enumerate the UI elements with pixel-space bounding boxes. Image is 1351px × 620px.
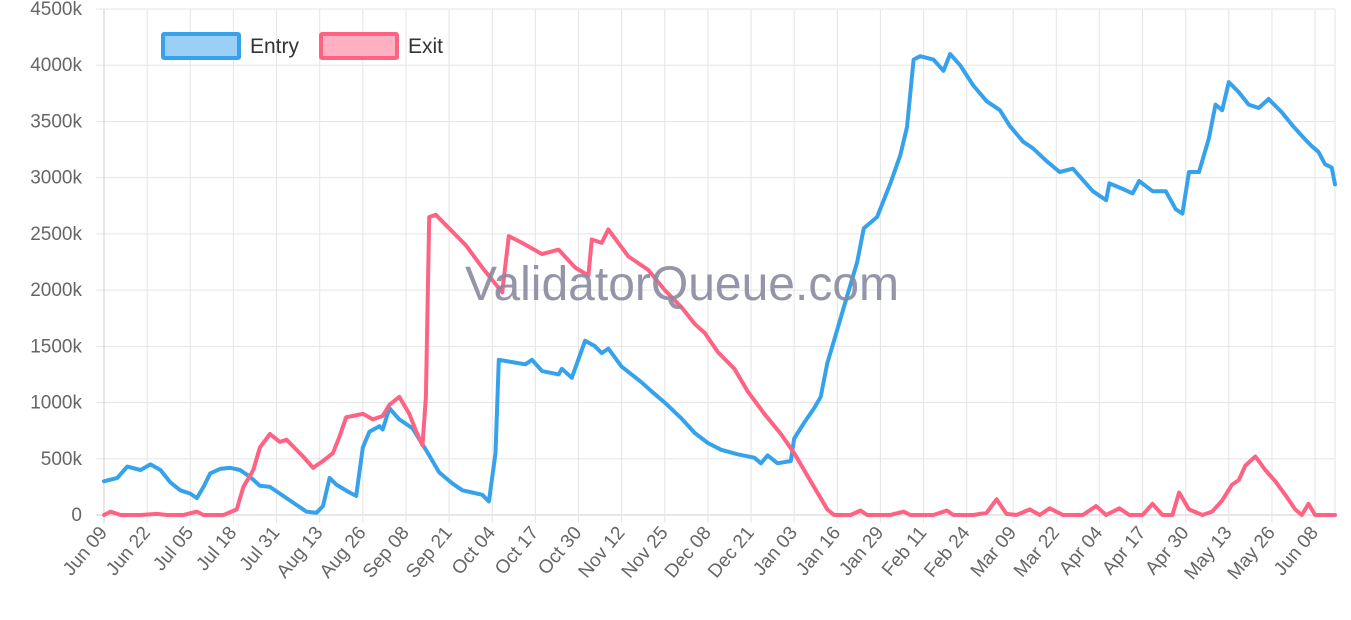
y-tick-label: 3000k: [30, 168, 82, 189]
x-tick-label: Sep 08: [359, 523, 414, 583]
legend-swatch-exit: [319, 32, 399, 60]
y-tick-label: 500k: [41, 449, 83, 470]
x-tick-label: May 26: [1224, 523, 1280, 584]
x-tick-label: Dec 08: [661, 523, 716, 583]
x-tick-label: Jun 09: [59, 523, 112, 580]
watermark-layer: ValidatorQueue.com: [465, 258, 899, 311]
x-tick-label: Dec 21: [704, 523, 759, 583]
y-tick-label: 2000k: [30, 280, 82, 301]
y-tick-label: 1000k: [30, 393, 82, 414]
x-tick-label: Jan 16: [792, 523, 845, 580]
x-tick-label: Nov 12: [575, 523, 630, 583]
x-tick-label: Apr 17: [1098, 523, 1150, 579]
legend: Entry Exit: [161, 32, 443, 60]
series-line-exit: [102, 212, 1337, 517]
x-tick-label: Oct 04: [448, 522, 500, 579]
y-tick-label: 0: [71, 505, 82, 526]
series-line-entry: [102, 52, 1337, 515]
x-tick-label: Jan 29: [836, 523, 889, 580]
x-tick-label: Jun 08: [1270, 523, 1323, 580]
legend-label-entry: Entry: [250, 35, 300, 58]
x-tick-label: Mar 22: [1010, 523, 1064, 582]
y-tick-label: 2500k: [30, 224, 82, 245]
y-tick-label: 1500k: [30, 336, 82, 357]
y-tick-label: 3500k: [30, 111, 82, 132]
y-tick-label: 4000k: [30, 55, 82, 76]
x-tick-label: Nov 25: [618, 523, 673, 583]
x-tick-label: Jan 03: [749, 523, 802, 580]
x-tick-label: Mar 09: [967, 523, 1021, 582]
y-tick-label: 4500k: [30, 0, 82, 20]
x-tick-label: Oct 17: [491, 523, 543, 579]
grid-layer: [96, 8, 1336, 523]
x-tick-label: Jul 18: [193, 523, 242, 575]
x-tick-label: Jun 22: [102, 523, 155, 580]
series-layer: [102, 52, 1337, 517]
legend-swatch-entry: [161, 32, 241, 60]
x-tick-label: Sep 21: [402, 523, 457, 583]
x-tick-label: Aug 26: [316, 523, 371, 583]
legend-label-exit: Exit: [408, 35, 443, 58]
x-tick-label: Jul 05: [149, 523, 198, 575]
watermark: ValidatorQueue.com: [465, 258, 899, 311]
x-tick-label: Feb 24: [920, 522, 974, 581]
x-tick-label: Aug 13: [273, 523, 328, 583]
x-tick-label: Apr 04: [1055, 522, 1107, 579]
